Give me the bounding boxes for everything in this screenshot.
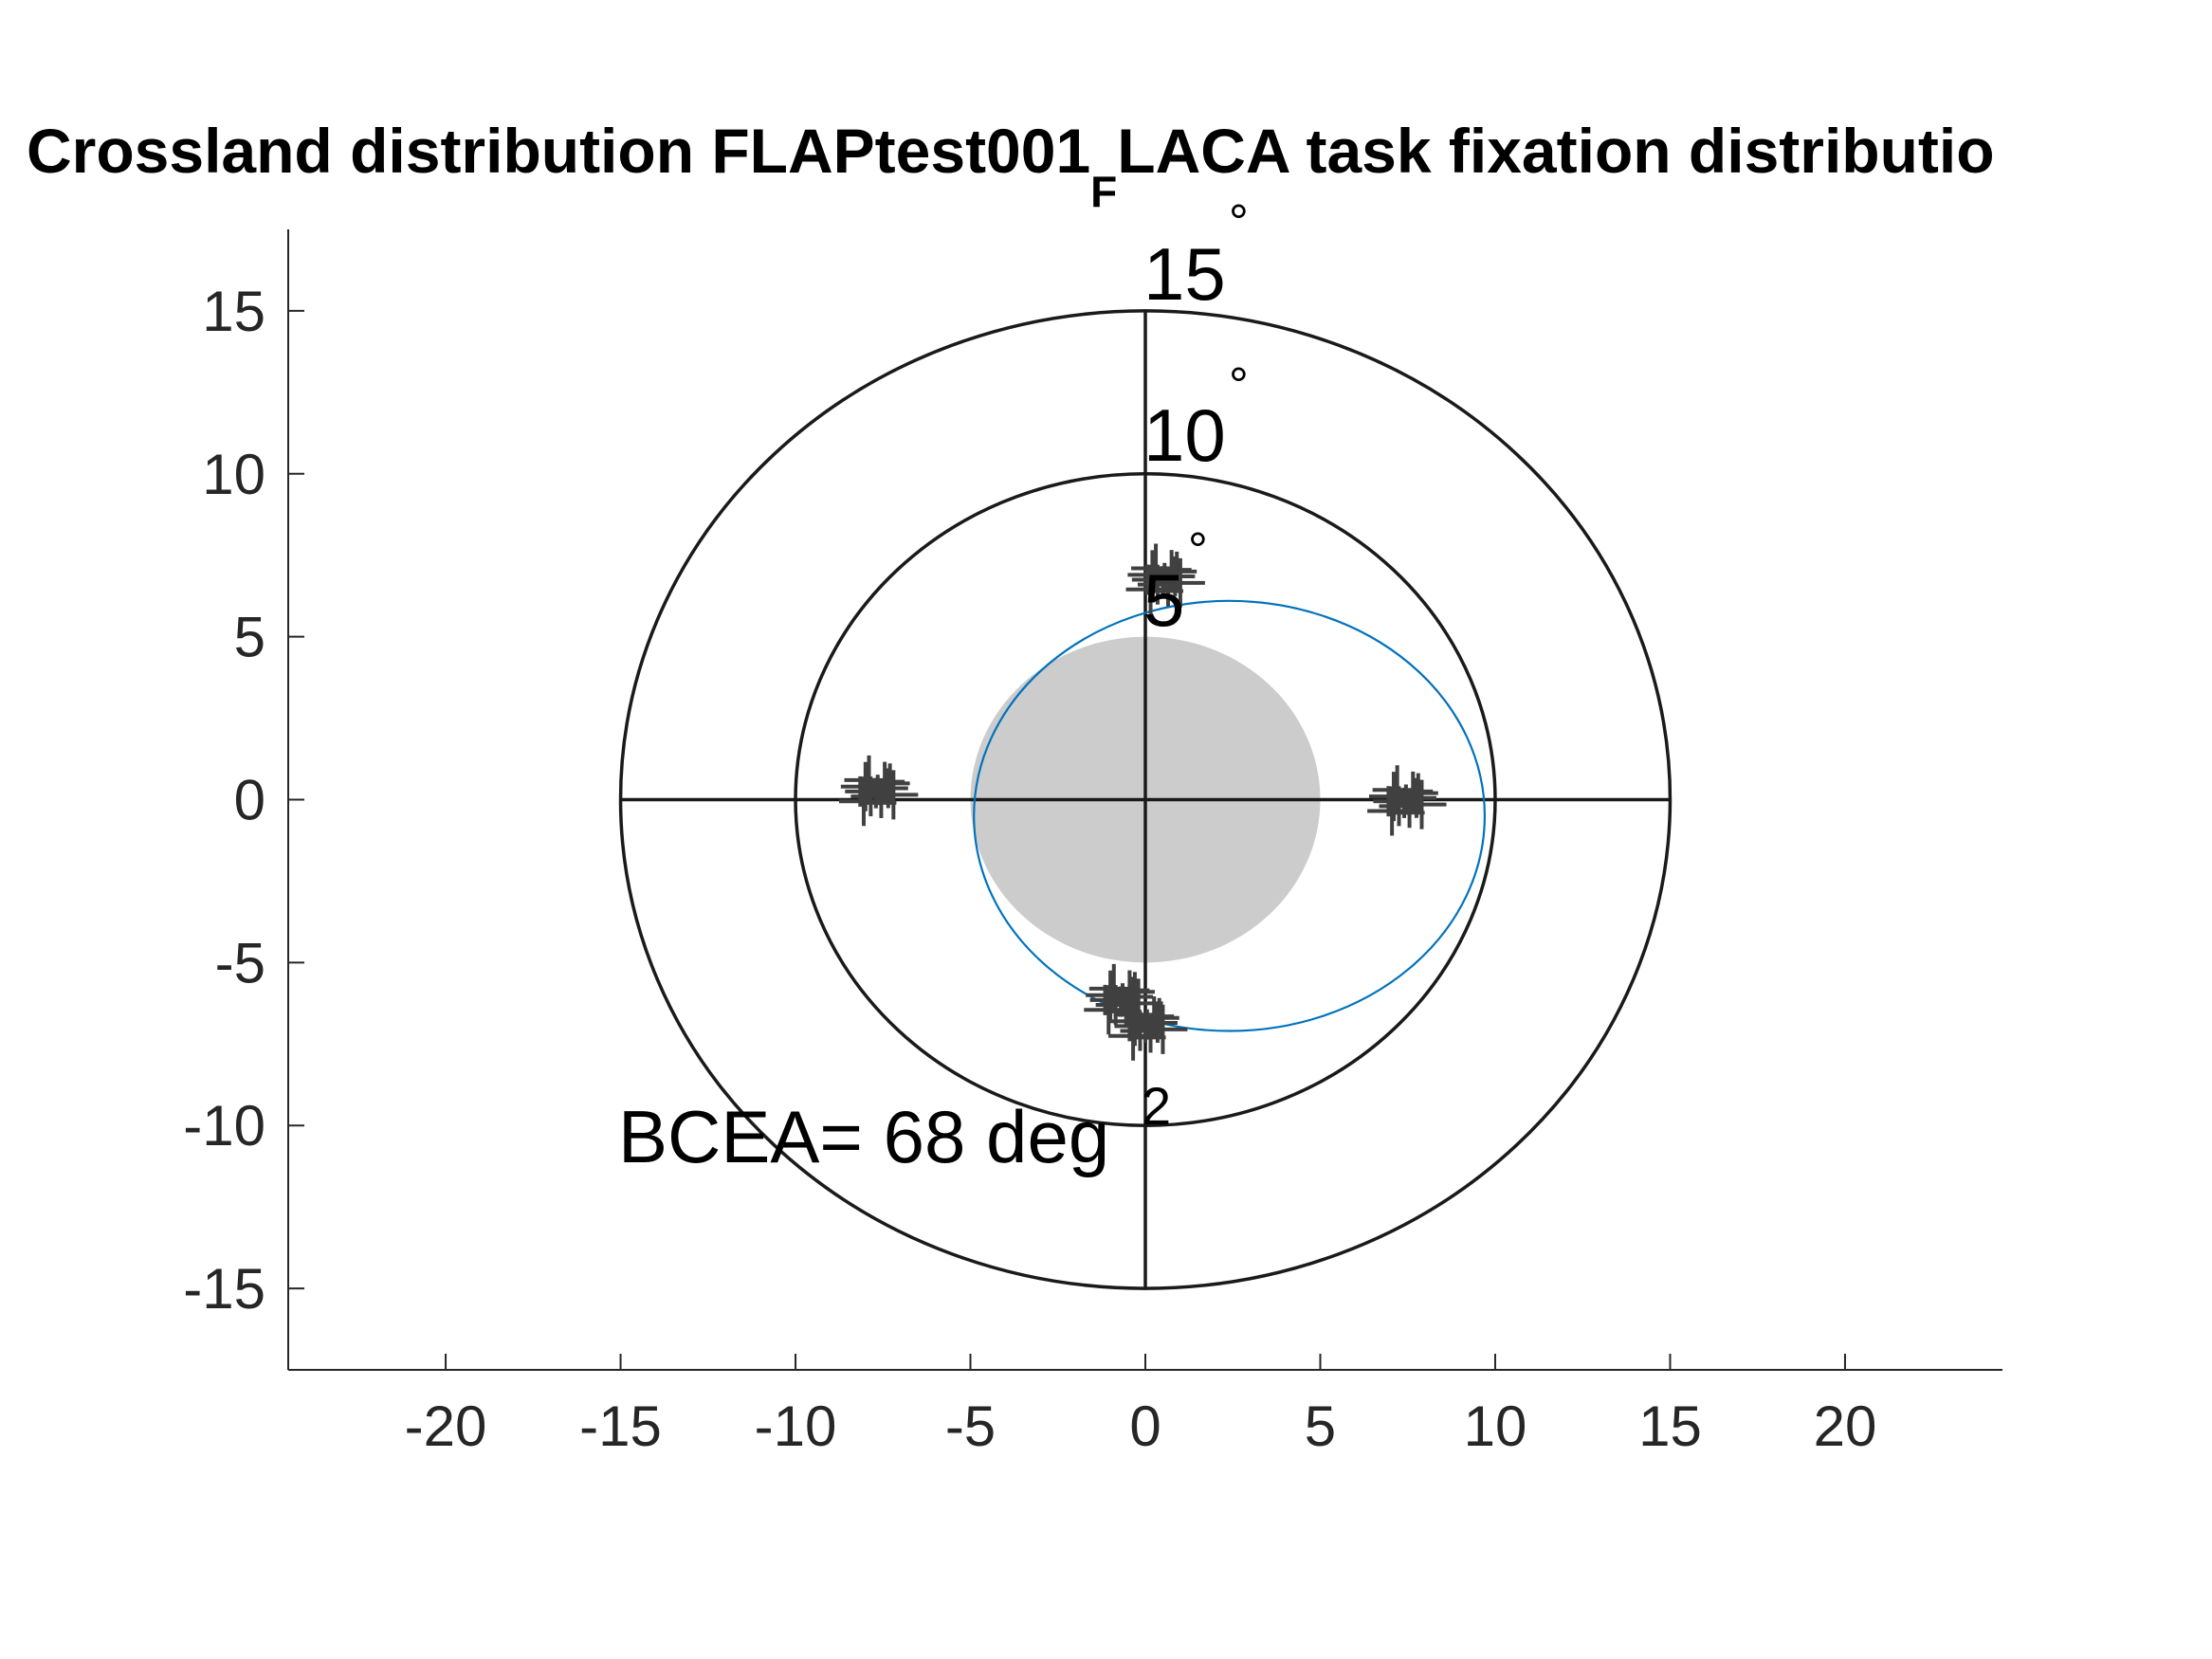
x-tick-label: -5 bbox=[945, 1395, 996, 1458]
y-tick-label: -10 bbox=[183, 1094, 265, 1158]
chart-title-subscript: F bbox=[1090, 167, 1117, 216]
chart-title: Crossland distribution FLAPtest001FLACA … bbox=[27, 116, 1995, 216]
fixation-marker-right bbox=[1398, 773, 1438, 813]
ring-degree-symbol-5: ° bbox=[1188, 523, 1208, 578]
plot-area bbox=[618, 309, 1673, 1290]
x-tick-label: 5 bbox=[1305, 1395, 1336, 1458]
ring-degree-symbol-15: ° bbox=[1229, 195, 1249, 250]
chart-title-main: Crossland distribution FLAPtest001 bbox=[27, 116, 1090, 186]
y-tick-label: -5 bbox=[215, 931, 265, 994]
bcea-ellipse bbox=[973, 599, 1487, 1032]
fixation-marker-bottom bbox=[1157, 551, 1197, 592]
fixation-marker-right bbox=[1367, 786, 1417, 836]
chart-annotations: 15°10°5°BCEA= 68 deg 2 bbox=[618, 195, 1249, 1178]
x-tick-label: 10 bbox=[1464, 1395, 1527, 1458]
ring-degree-symbol-10: ° bbox=[1229, 358, 1249, 413]
x-tick-label: 15 bbox=[1638, 1395, 1702, 1458]
y-tick-label: -15 bbox=[183, 1257, 265, 1321]
x-tick-label: -15 bbox=[579, 1395, 662, 1458]
y-tick-label: 5 bbox=[234, 606, 265, 669]
ring-label-5: 5 bbox=[1143, 558, 1184, 642]
fixation-marker-bottom bbox=[1131, 543, 1181, 593]
y-tick-label: 10 bbox=[202, 443, 265, 506]
bcea-label-superscript: 2 bbox=[1142, 1076, 1171, 1136]
fixation-marker-left bbox=[869, 763, 910, 804]
ring-label-15: 15 bbox=[1143, 232, 1226, 316]
y-tick-label: 0 bbox=[234, 769, 265, 832]
fixation-marker-left bbox=[844, 755, 894, 805]
fixation-marker-top-left bbox=[1114, 972, 1155, 1012]
chart-title-rest: LACA task fixation distributio bbox=[1117, 116, 1994, 186]
x-tick-label: -20 bbox=[405, 1395, 487, 1458]
fixation-marker-top-left bbox=[1084, 985, 1134, 1035]
bcea-label: BCEA= 68 deg bbox=[618, 1095, 1109, 1178]
x-tick-label: 20 bbox=[1814, 1395, 1877, 1458]
fixation-marker-right bbox=[1372, 765, 1422, 815]
fixation-marker-left bbox=[838, 776, 888, 827]
x-tick-label: -10 bbox=[755, 1395, 837, 1458]
fixation-marker-bottom bbox=[1125, 564, 1176, 614]
y-tick-label: 15 bbox=[202, 280, 265, 343]
fixation-marker-top bbox=[1108, 1011, 1159, 1061]
fixation-markers bbox=[838, 543, 1447, 1061]
x-tick-label: 0 bbox=[1129, 1395, 1161, 1458]
ring-label-10: 10 bbox=[1143, 393, 1226, 477]
axes: -20 -15 -10 -5 0 5 10 15 20 -15 -10 -5 0 5 10 15 bbox=[183, 229, 2002, 1458]
fixation-marker-top-left bbox=[1088, 963, 1139, 1013]
